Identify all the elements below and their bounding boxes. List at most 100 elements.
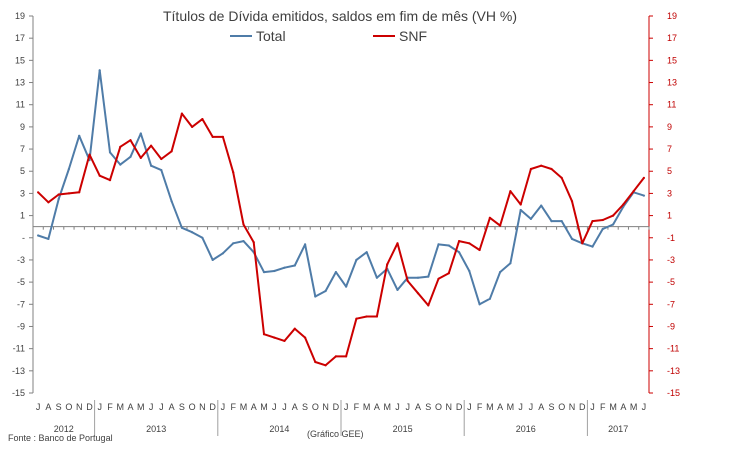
y-tick-label-left: -11 xyxy=(13,344,25,354)
x-tick-label: J xyxy=(344,402,349,412)
data-point-total xyxy=(180,226,183,229)
data-point-total xyxy=(78,134,81,137)
data-point-snf xyxy=(519,203,522,206)
data-point-total xyxy=(560,220,563,223)
data-point-total xyxy=(191,231,194,234)
x-tick-label: J xyxy=(590,402,595,412)
x-tick-label: F xyxy=(107,402,113,412)
data-point-total xyxy=(108,151,112,154)
x-tick-label: J xyxy=(97,402,102,412)
data-point-total xyxy=(642,194,646,197)
x-tick-label: J xyxy=(642,402,647,412)
data-point-snf xyxy=(416,292,420,295)
data-point-snf xyxy=(396,242,399,245)
data-point-total xyxy=(304,243,307,246)
x-tick-label: O xyxy=(65,402,72,412)
y-tick-label-right: 19 xyxy=(667,11,677,21)
x-tick-label: A xyxy=(538,402,544,412)
data-point-snf xyxy=(98,174,101,177)
year-label: 2016 xyxy=(516,424,536,434)
data-point-total xyxy=(447,244,450,247)
x-tick-label: M xyxy=(486,402,494,412)
x-tick-label: M xyxy=(240,402,248,412)
data-point-snf xyxy=(355,317,358,320)
data-point-total xyxy=(57,197,60,201)
data-point-snf xyxy=(232,171,235,174)
year-label: 2015 xyxy=(393,424,413,434)
data-point-total xyxy=(283,266,286,269)
data-point-total xyxy=(591,245,594,248)
y-tick-label-left: 19 xyxy=(15,11,25,21)
data-point-total xyxy=(416,276,420,279)
x-tick-label: A xyxy=(497,402,503,412)
x-tick-label: D xyxy=(86,402,93,412)
x-tick-label: J xyxy=(529,402,534,412)
data-point-snf xyxy=(642,176,646,179)
y-tick-label-right: -11 xyxy=(667,344,679,354)
data-point-total xyxy=(170,200,173,203)
y-tick-label-right: 9 xyxy=(667,122,672,132)
y-tick-label-left: 5 xyxy=(20,166,25,176)
data-point-total xyxy=(273,269,276,273)
data-point-total xyxy=(345,285,348,288)
data-point-snf xyxy=(170,150,173,153)
data-point-total xyxy=(201,236,204,239)
data-point-snf xyxy=(242,223,245,226)
x-tick-label: N xyxy=(322,402,329,412)
chart-series xyxy=(37,69,646,367)
x-tick-label: J xyxy=(36,402,41,412)
data-point-total xyxy=(396,288,399,291)
data-point-snf xyxy=(591,220,594,223)
y-tick-label-left: -7 xyxy=(17,299,25,309)
x-tick-label: M xyxy=(609,402,617,412)
x-tick-label: M xyxy=(260,402,268,412)
y-tick-label-right: -15 xyxy=(667,388,680,398)
x-tick-label: S xyxy=(179,402,185,412)
data-point-snf xyxy=(273,336,276,339)
data-point-snf xyxy=(47,201,50,204)
data-point-snf xyxy=(345,355,348,358)
series-line-total xyxy=(37,69,645,306)
data-point-snf xyxy=(293,327,296,330)
data-point-total xyxy=(47,237,50,240)
data-point-snf xyxy=(150,144,153,147)
data-point-total xyxy=(232,242,235,245)
data-point-total xyxy=(314,295,317,298)
data-point-snf xyxy=(386,263,389,266)
x-tick-label: D xyxy=(333,402,340,412)
data-point-total xyxy=(437,243,440,246)
y-tick-label-left: -13 xyxy=(12,366,25,376)
x-tick-label: A xyxy=(374,402,380,412)
x-tick-label: S xyxy=(548,402,554,412)
data-point-snf xyxy=(108,179,112,182)
x-tick-label: J xyxy=(518,402,523,412)
y-tick-label-left: 7 xyxy=(20,144,25,154)
data-point-snf xyxy=(478,248,481,252)
data-point-snf xyxy=(221,135,224,138)
data-point-snf xyxy=(365,315,368,318)
data-point-snf xyxy=(499,224,502,227)
x-tick-label: S xyxy=(425,402,431,412)
data-point-total xyxy=(355,258,358,261)
chart-legend: Total SNF xyxy=(230,28,427,44)
data-point-snf xyxy=(581,242,584,245)
data-point-total xyxy=(160,169,163,172)
data-point-total xyxy=(334,271,337,274)
data-point-snf xyxy=(180,112,183,115)
x-tick-label: O xyxy=(312,402,319,412)
data-point-snf xyxy=(540,164,543,167)
x-tick-label: F xyxy=(230,402,236,412)
data-point-snf xyxy=(437,277,440,280)
data-point-total xyxy=(499,271,502,274)
data-point-snf xyxy=(375,315,378,318)
x-tick-label: F xyxy=(600,402,606,412)
x-tick-label: N xyxy=(199,402,206,412)
data-point-snf xyxy=(211,135,214,138)
data-point-total xyxy=(119,163,122,166)
data-point-total xyxy=(139,132,142,135)
data-point-snf xyxy=(37,191,40,194)
data-point-snf xyxy=(550,167,553,171)
data-point-snf xyxy=(529,167,533,171)
